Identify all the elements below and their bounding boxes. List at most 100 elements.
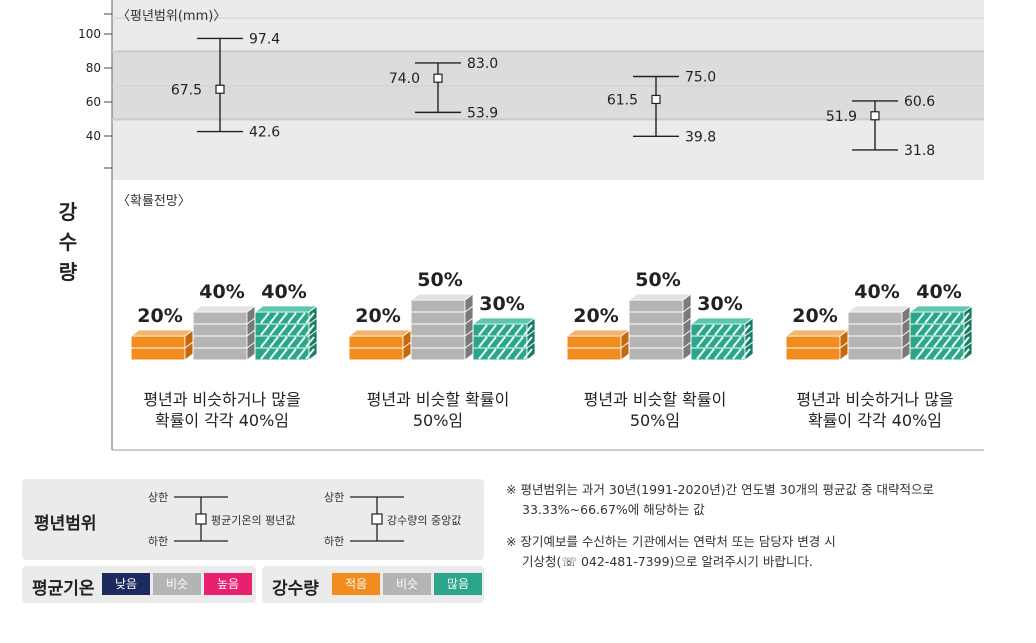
upper-value-label: 97.4	[249, 31, 280, 47]
normal-prob-block-face	[410, 311, 466, 325]
normal-prob-block	[847, 305, 911, 325]
precip-median-label: 강수량의 중앙값	[387, 514, 462, 527]
normal-prob-percent-label: 50%	[635, 269, 680, 291]
side-label-char: 수	[58, 230, 78, 254]
normal-prob-block-face	[628, 299, 684, 313]
high-prob-hatch	[496, 348, 506, 360]
normal-prob-top	[846, 305, 912, 313]
range-chart-title: 〈평년범위(mm)〉	[117, 9, 226, 24]
mean-marker	[651, 94, 661, 105]
high-prob-hatch	[741, 336, 751, 348]
low-prob-block-face	[785, 335, 841, 349]
high-prob-hatch	[951, 324, 961, 336]
note-1-line-2: 33.33%~66.67%에 해당하는 값	[522, 502, 705, 517]
precip-normal-pill: 비슷	[383, 573, 431, 595]
probability-title: 〈확률전망〉	[117, 194, 191, 209]
high-prob-hatch	[260, 312, 270, 324]
normal-prob-block-face	[410, 335, 466, 349]
high-prob-hatch	[960, 324, 970, 336]
high-prob-hatch	[915, 348, 925, 360]
mean-value-label: 74.0	[389, 71, 420, 87]
high-prob-hatch	[305, 324, 315, 336]
high-prob-hatch	[260, 336, 270, 348]
low-prob-top	[784, 329, 850, 337]
high-prob-hatch	[305, 348, 315, 360]
high-prob-hatch	[696, 348, 706, 360]
high-prob-hatch	[487, 324, 497, 336]
high-prob-hatch	[933, 312, 943, 324]
normal-prob-block-face	[628, 323, 684, 337]
high-prob-hatch	[696, 336, 706, 348]
precip-legend: 강수량 적음 비슷 많음	[262, 566, 484, 603]
high-prob-hatch	[915, 324, 925, 336]
normal-prob-block-face	[628, 311, 684, 325]
high-prob-hatch	[696, 324, 706, 336]
high-prob-hatch	[487, 336, 497, 348]
high-prob-hatch	[915, 336, 925, 348]
note-2-line-2: 기상청(☏ 042-481-7399)으로 알려주시기 바랍니다.	[522, 554, 813, 569]
temp-normal-pill: 비슷	[153, 573, 201, 595]
high-prob-hatch	[732, 336, 742, 348]
high-prob-hatch	[732, 348, 742, 360]
normal-prob-block	[192, 341, 256, 361]
high-prob-block	[254, 305, 318, 325]
high-prob-hatch	[523, 348, 533, 360]
low-prob-top	[129, 329, 195, 337]
high-prob-percent-label: 30%	[697, 293, 742, 315]
high-prob-hatch	[951, 336, 961, 348]
side-label-char: 강	[58, 200, 78, 224]
high-prob-hatch	[505, 324, 515, 336]
note-1-line-1: ※ 평년범위는 과거 30년(1991-2020년)간 연도별 30개의 평균값…	[506, 482, 934, 497]
high-prob-hatch	[514, 324, 524, 336]
high-prob-top	[908, 305, 974, 313]
mean-value-label: 51.9	[826, 109, 857, 125]
high-prob-hatch	[741, 324, 751, 336]
upper-value-label: 83.0	[467, 56, 498, 72]
high-prob-hatch	[924, 324, 934, 336]
range-legend-icon	[174, 496, 404, 542]
high-prob-hatch	[287, 336, 297, 348]
high-prob-hatch	[514, 336, 524, 348]
high-prob-hatch	[305, 312, 315, 324]
lower-value-label: 42.6	[249, 125, 280, 141]
note-2-line-1: ※ 장기예보를 수신하는 기관에서는 연락처 또는 담당자 변경 시	[506, 534, 836, 549]
low-prob-percent-label: 20%	[137, 305, 182, 327]
high-prob-hatch	[287, 348, 297, 360]
normal-prob-percent-label: 50%	[417, 269, 462, 291]
high-prob-hatch	[523, 324, 533, 336]
y-tick-label: 60	[86, 95, 101, 109]
normal-prob-block	[410, 293, 474, 313]
high-prob-hatch	[478, 324, 488, 336]
lower-value-label: 53.9	[467, 105, 498, 121]
low-prob-top	[347, 329, 413, 337]
mean-value-label: 61.5	[607, 92, 638, 108]
high-prob-hatch	[960, 348, 970, 360]
high-prob-hatch	[478, 348, 488, 360]
high-prob-hatch	[296, 348, 306, 360]
high-prob-hatch	[269, 324, 279, 336]
high-prob-hatch	[924, 312, 934, 324]
normal-prob-block-face	[192, 347, 248, 361]
y-tick-label: 80	[86, 61, 101, 75]
high-prob-hatch	[714, 336, 724, 348]
lower-label: 하한	[148, 535, 169, 548]
lower-value-label: 39.8	[685, 129, 716, 145]
low-prob-percent-label: 20%	[792, 305, 837, 327]
high-prob-hatch	[478, 336, 488, 348]
normal-prob-block	[410, 317, 474, 337]
high-prob-hatch	[705, 336, 715, 348]
low-prob-block-face	[348, 335, 404, 349]
high-prob-top	[471, 317, 537, 325]
high-prob-hatch	[487, 348, 497, 360]
normal-prob-block-face	[628, 335, 684, 349]
high-prob-hatch	[505, 336, 515, 348]
high-prob-hatch	[942, 336, 952, 348]
high-prob-hatch	[278, 312, 288, 324]
normal-prob-block-face	[847, 347, 903, 361]
probability-caption: 평년과 비슷할 확률이 50%임	[366, 390, 510, 430]
low-prob-top	[565, 329, 631, 337]
high-prob-hatch	[723, 348, 733, 360]
normal-prob-top	[191, 305, 257, 313]
high-prob-hatch	[269, 312, 279, 324]
lower-label: 하한	[324, 535, 345, 548]
